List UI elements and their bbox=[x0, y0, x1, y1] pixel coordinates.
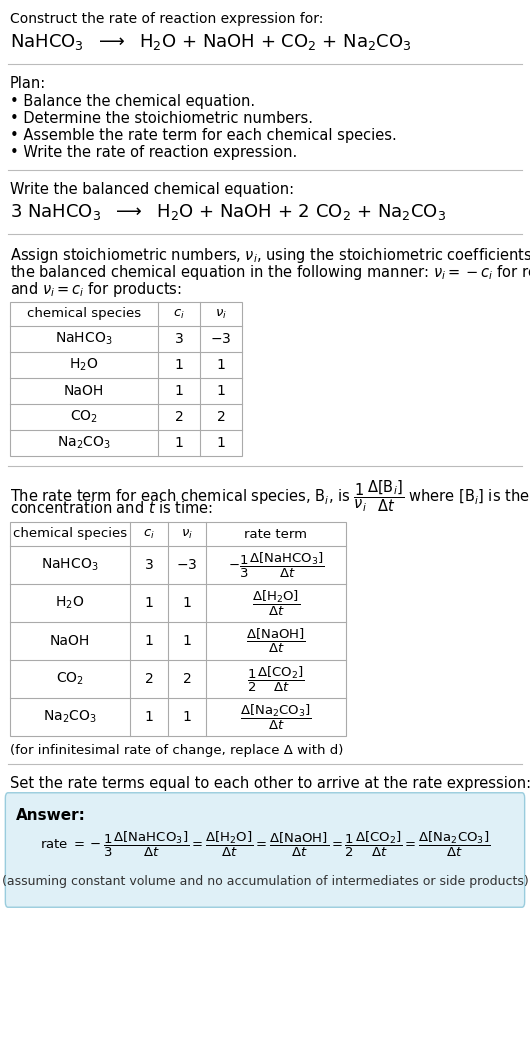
Text: 2: 2 bbox=[174, 410, 183, 424]
Text: Assign stoichiometric numbers, $\nu_i$, using the stoichiometric coefficients, $: Assign stoichiometric numbers, $\nu_i$, … bbox=[10, 246, 530, 265]
Text: H$_2$O: H$_2$O bbox=[69, 357, 99, 373]
Text: $-3$: $-3$ bbox=[176, 558, 198, 572]
Bar bbox=[10, 302, 242, 456]
Text: • Write the rate of reaction expression.: • Write the rate of reaction expression. bbox=[10, 145, 297, 160]
Text: 1: 1 bbox=[145, 710, 154, 724]
Text: the balanced chemical equation in the following manner: $\nu_i = -c_i$ for react: the balanced chemical equation in the fo… bbox=[10, 263, 530, 282]
Text: 1: 1 bbox=[174, 358, 183, 372]
Text: 2: 2 bbox=[183, 672, 191, 686]
Text: $-3$: $-3$ bbox=[210, 332, 232, 346]
Text: 1: 1 bbox=[174, 436, 183, 450]
Text: 1: 1 bbox=[182, 710, 191, 724]
Text: (for infinitesimal rate of change, replace Δ with d): (for infinitesimal rate of change, repla… bbox=[10, 744, 343, 757]
Text: $\nu_i$: $\nu_i$ bbox=[181, 527, 193, 541]
Text: 3: 3 bbox=[174, 332, 183, 346]
Text: rate term: rate term bbox=[244, 527, 307, 541]
FancyBboxPatch shape bbox=[5, 793, 525, 907]
Text: 1: 1 bbox=[182, 634, 191, 649]
Text: • Determine the stoichiometric numbers.: • Determine the stoichiometric numbers. bbox=[10, 111, 313, 126]
Text: chemical species: chemical species bbox=[27, 308, 141, 320]
Text: (assuming constant volume and no accumulation of intermediates or side products): (assuming constant volume and no accumul… bbox=[2, 876, 528, 888]
Text: concentration and $t$ is time:: concentration and $t$ is time: bbox=[10, 500, 213, 516]
Text: rate $= -\dfrac{1}{3}\dfrac{\Delta[\mathrm{NaHCO_3}]}{\Delta t} = \dfrac{\Delta[: rate $= -\dfrac{1}{3}\dfrac{\Delta[\math… bbox=[40, 829, 490, 859]
Text: 3 NaHCO$_3$  $\longrightarrow$  H$_2$O + NaOH + 2 CO$_2$ + Na$_2$CO$_3$: 3 NaHCO$_3$ $\longrightarrow$ H$_2$O + N… bbox=[10, 202, 446, 222]
Text: CO$_2$: CO$_2$ bbox=[56, 670, 84, 687]
Text: Construct the rate of reaction expression for:: Construct the rate of reaction expressio… bbox=[10, 12, 323, 26]
Text: $-\dfrac{1}{3}\dfrac{\Delta[\mathrm{NaHCO_3}]}{\Delta t}$: $-\dfrac{1}{3}\dfrac{\Delta[\mathrm{NaHC… bbox=[228, 550, 324, 579]
Text: 1: 1 bbox=[145, 596, 154, 610]
Text: Na$_2$CO$_3$: Na$_2$CO$_3$ bbox=[57, 435, 111, 451]
Bar bbox=[10, 522, 346, 736]
Text: H$_2$O: H$_2$O bbox=[55, 595, 85, 611]
Text: 1: 1 bbox=[174, 384, 183, 397]
Text: NaHCO$_3$  $\longrightarrow$  H$_2$O + NaOH + CO$_2$ + Na$_2$CO$_3$: NaHCO$_3$ $\longrightarrow$ H$_2$O + NaO… bbox=[10, 32, 412, 52]
Text: CO$_2$: CO$_2$ bbox=[70, 409, 98, 426]
Text: 1: 1 bbox=[217, 436, 225, 450]
Text: Na$_2$CO$_3$: Na$_2$CO$_3$ bbox=[43, 709, 97, 725]
Text: $c_i$: $c_i$ bbox=[173, 308, 185, 320]
Text: NaOH: NaOH bbox=[64, 384, 104, 397]
Text: $\nu_i$: $\nu_i$ bbox=[215, 308, 227, 320]
Text: $\dfrac{\Delta[\mathrm{Na_2CO_3}]}{\Delta t}$: $\dfrac{\Delta[\mathrm{Na_2CO_3}]}{\Delt… bbox=[240, 702, 312, 731]
Text: • Balance the chemical equation.: • Balance the chemical equation. bbox=[10, 94, 255, 109]
Text: NaHCO$_3$: NaHCO$_3$ bbox=[55, 331, 113, 347]
Text: $\dfrac{\Delta[\mathrm{H_2O}]}{\Delta t}$: $\dfrac{\Delta[\mathrm{H_2O}]}{\Delta t}… bbox=[252, 589, 300, 617]
Text: 3: 3 bbox=[145, 558, 153, 572]
Text: 2: 2 bbox=[217, 410, 225, 424]
Text: 1: 1 bbox=[217, 384, 225, 397]
Text: $c_i$: $c_i$ bbox=[143, 527, 155, 541]
Text: $\dfrac{\Delta[\mathrm{NaOH}]}{\Delta t}$: $\dfrac{\Delta[\mathrm{NaOH}]}{\Delta t}… bbox=[246, 627, 306, 655]
Text: Write the balanced chemical equation:: Write the balanced chemical equation: bbox=[10, 182, 294, 197]
Text: 2: 2 bbox=[145, 672, 153, 686]
Text: 1: 1 bbox=[182, 596, 191, 610]
Text: Answer:: Answer: bbox=[16, 808, 86, 823]
Text: 1: 1 bbox=[145, 634, 154, 649]
Text: NaOH: NaOH bbox=[50, 634, 90, 649]
Text: 1: 1 bbox=[217, 358, 225, 372]
Text: chemical species: chemical species bbox=[13, 527, 127, 541]
Text: • Assemble the rate term for each chemical species.: • Assemble the rate term for each chemic… bbox=[10, 128, 397, 143]
Text: The rate term for each chemical species, B$_i$, is $\dfrac{1}{\nu_i}\dfrac{\Delt: The rate term for each chemical species,… bbox=[10, 478, 530, 514]
Text: NaHCO$_3$: NaHCO$_3$ bbox=[41, 556, 99, 573]
Text: Set the rate terms equal to each other to arrive at the rate expression:: Set the rate terms equal to each other t… bbox=[10, 776, 530, 791]
Text: and $\nu_i = c_i$ for products:: and $\nu_i = c_i$ for products: bbox=[10, 280, 182, 299]
Text: Plan:: Plan: bbox=[10, 76, 46, 91]
Text: $\dfrac{1}{2}\dfrac{\Delta[\mathrm{CO_2}]}{\Delta t}$: $\dfrac{1}{2}\dfrac{\Delta[\mathrm{CO_2}… bbox=[247, 664, 305, 693]
